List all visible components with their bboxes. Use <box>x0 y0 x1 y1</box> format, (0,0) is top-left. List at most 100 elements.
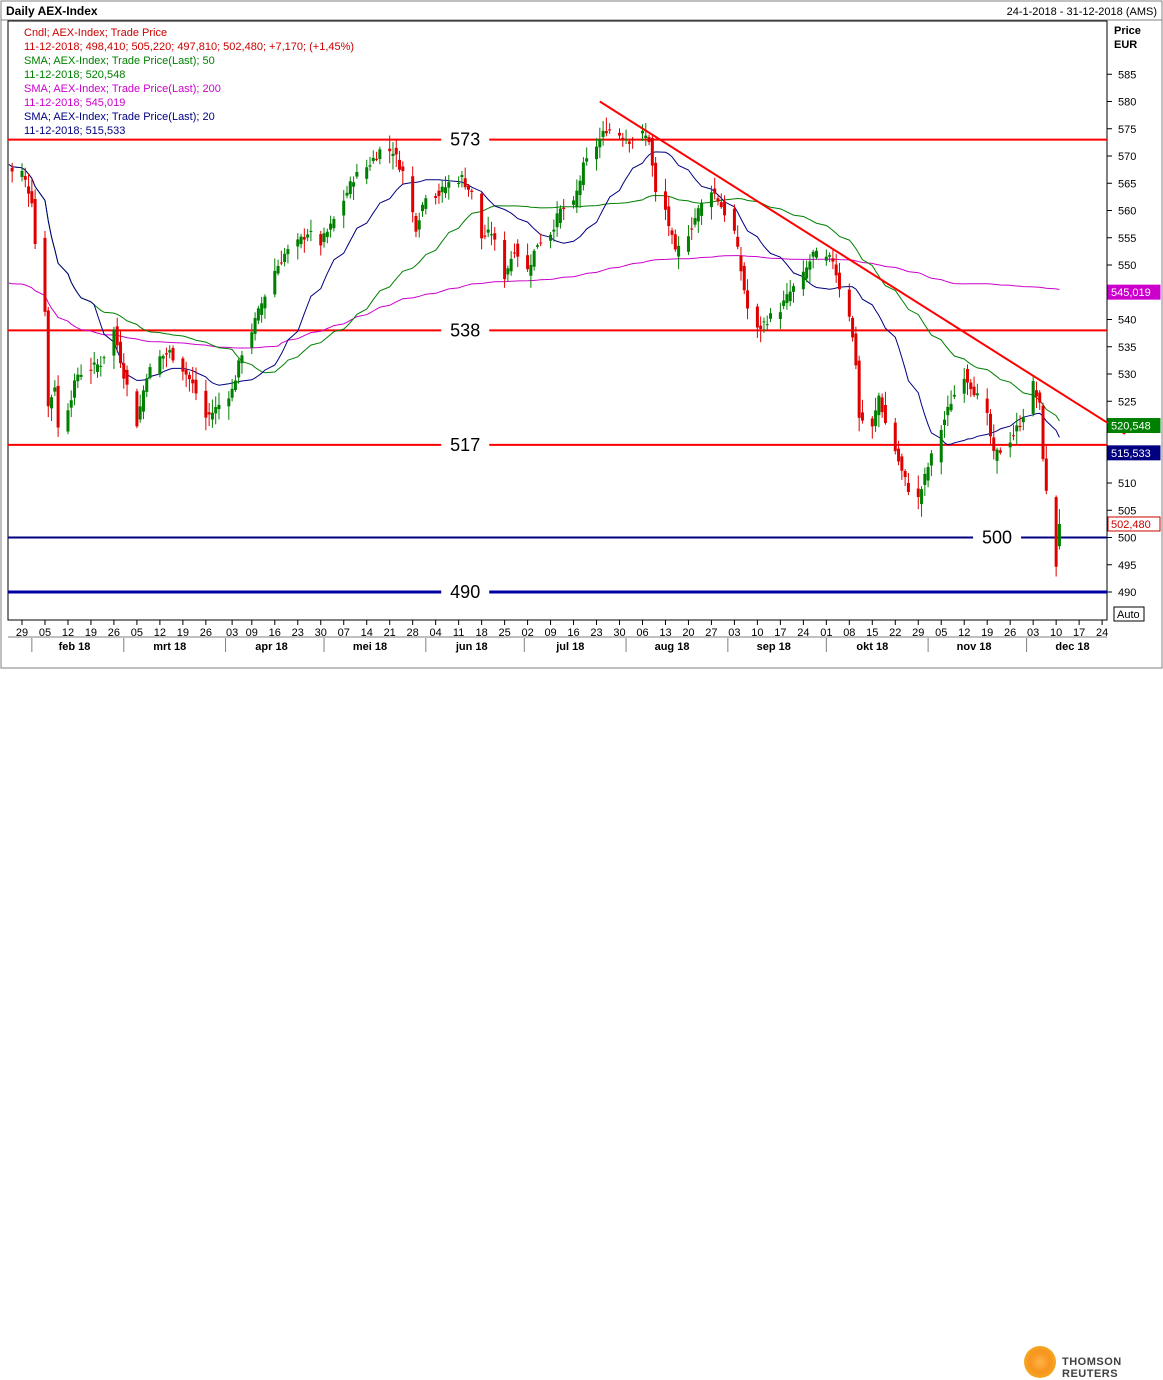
resistance-trendline <box>599 100 1126 435</box>
candle-body <box>276 265 280 274</box>
month-label: sep 18 <box>757 641 791 653</box>
candle-body <box>46 310 50 407</box>
candle-body <box>89 369 93 371</box>
candle-body <box>444 187 448 194</box>
footer: THOMSON REUTERS <box>0 670 1163 1380</box>
x-tick-label: 24 <box>797 627 809 639</box>
candle-body <box>785 294 789 304</box>
candle-body <box>10 167 14 172</box>
candle-body <box>581 162 585 186</box>
x-tick-label: 29 <box>16 627 28 639</box>
candle-body <box>906 482 910 493</box>
candle-body <box>972 386 976 396</box>
candle-body <box>187 374 191 380</box>
last-value-badge <box>1107 418 1161 434</box>
thomson-reuters-logo-icon <box>1024 1346 1056 1378</box>
x-tick-label: 16 <box>567 627 579 639</box>
legend-line-2: 11-12-2018; 498,410; 505,220; 497,810; 5… <box>24 41 354 53</box>
x-tick-label: 10 <box>751 627 763 639</box>
candle-body <box>230 388 234 398</box>
legend-line-1: Cndl; AEX-Index; Trade Price <box>24 27 167 39</box>
candle-body <box>723 201 727 216</box>
candle-body <box>893 422 897 452</box>
candle-body <box>673 234 677 250</box>
candle-body <box>897 448 901 462</box>
y-axis-price-label: Price <box>1114 25 1141 37</box>
legend-line-7: SMA; AEX-Index; Trade Price(Last); 20 <box>24 111 215 123</box>
candle-body <box>670 230 674 235</box>
x-tick-label: 15 <box>866 627 878 639</box>
candle-body <box>535 245 539 247</box>
candle-body <box>647 137 651 143</box>
candle-body <box>742 265 746 291</box>
y-tick-label: 525 <box>1118 396 1136 408</box>
x-ticks: 29 05 12 19 26 05 12 19 26 03 09 16 23 30 07 14 21 28 04 11… <box>16 620 1108 639</box>
x-tick-label: 03 <box>728 627 740 639</box>
candle-body <box>621 137 625 140</box>
candle-body <box>857 360 861 418</box>
last-value-label: 502,480 <box>1111 519 1151 531</box>
candle-body <box>578 180 582 196</box>
x-tick-label: 29 <box>912 627 924 639</box>
candle-body <box>805 267 809 279</box>
candle-body <box>388 148 392 152</box>
y-tick-label: 495 <box>1118 560 1136 572</box>
x-tick-label: 28 <box>407 627 419 639</box>
candle-body <box>273 270 277 295</box>
candle-body <box>969 382 973 390</box>
candle-body <box>365 167 369 179</box>
legend-line-3: SMA; AEX-Index; Trade Price(Last); 50 <box>24 55 215 67</box>
candle-body <box>512 252 516 254</box>
candle-body <box>746 290 750 309</box>
y-tick-label: 575 <box>1118 124 1136 136</box>
candle-body <box>421 204 425 212</box>
candle-body <box>355 171 359 177</box>
candle-body <box>769 313 773 319</box>
candle-body <box>992 437 996 451</box>
legend-line-8: 11-12-2018; 515,533 <box>24 125 125 137</box>
candle-body <box>76 374 80 382</box>
candle-body <box>870 418 874 427</box>
candle-body <box>509 258 513 272</box>
candle-body <box>686 236 690 252</box>
candle-body <box>256 308 260 321</box>
candle-body <box>552 229 556 232</box>
candle-body <box>739 255 743 272</box>
candle-body <box>233 380 237 391</box>
candle-body <box>263 296 267 309</box>
candle-body <box>693 218 697 225</box>
x-tick-label: 07 <box>338 627 350 639</box>
x-tick-label: 06 <box>636 627 648 639</box>
x-tick-label: 16 <box>269 627 281 639</box>
last-value-label: 515,533 <box>1111 448 1151 460</box>
auto-scale-button[interactable] <box>1113 606 1145 622</box>
x-tick-label: 27 <box>705 627 717 639</box>
candle-body <box>43 237 47 312</box>
y-tick-label: 585 <box>1118 69 1136 81</box>
candle-body <box>1008 442 1012 448</box>
x-tick-label: 30 <box>613 627 625 639</box>
x-tick-label: 09 <box>246 627 258 639</box>
y-tick-label: 550 <box>1118 260 1136 272</box>
candle-body <box>79 374 83 377</box>
candle-body <box>184 369 188 375</box>
candle-body <box>279 262 283 264</box>
candle-body <box>493 233 497 240</box>
candle-body <box>371 157 375 162</box>
x-tick-label: 26 <box>1004 627 1016 639</box>
candle-body <box>811 251 815 257</box>
month-label: nov 18 <box>957 641 992 653</box>
last-value-badge <box>1107 516 1161 532</box>
x-tick-label: 26 <box>108 627 120 639</box>
candle-body <box>102 357 106 359</box>
candle-body <box>56 385 60 428</box>
candle-body <box>345 192 349 196</box>
last-value-badges: 545,019 520,548 515,533 502,480 <box>1107 284 1161 532</box>
x-tick-label: 19 <box>177 627 189 639</box>
candle-body <box>348 181 352 195</box>
candle-body <box>33 199 37 244</box>
candle-body <box>824 256 828 261</box>
candle-body <box>398 159 402 170</box>
y-tick-label: 500 <box>1118 533 1136 545</box>
trendline-layer <box>599 100 1126 435</box>
